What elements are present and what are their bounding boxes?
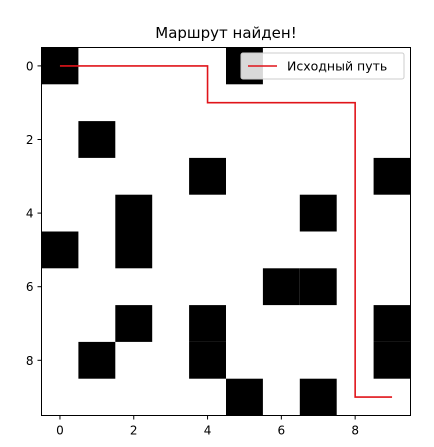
obstacle-cell <box>78 341 116 379</box>
y-tick-label: 0 <box>26 59 34 73</box>
legend-label: Исходный путь <box>287 59 387 74</box>
obstacle-cell <box>373 157 411 195</box>
x-tick-label: 2 <box>130 424 138 438</box>
obstacle-cell <box>189 341 226 379</box>
y-axis: 0 2 4 6 8 <box>26 59 42 368</box>
plot-frame <box>41 47 411 416</box>
x-tick-label: 0 <box>56 424 64 438</box>
y-tick-label: 4 <box>26 207 34 221</box>
path-layer <box>59 65 393 398</box>
obstacle-cell <box>78 121 116 158</box>
obstacle-cell <box>226 378 263 416</box>
obstacle-cell <box>115 305 153 342</box>
obstacle-cell <box>189 305 226 342</box>
obstacle-cell <box>41 231 79 269</box>
obstacle-cell <box>115 194 153 232</box>
obstacle-cell <box>373 341 411 379</box>
obstacle-cell <box>115 231 153 269</box>
x-tick-label: 4 <box>204 424 212 438</box>
obstacle-cell <box>262 268 300 306</box>
x-tick-label: 8 <box>351 424 359 438</box>
x-axis: 0 2 4 6 8 <box>56 415 359 438</box>
obstacle-cell <box>373 305 411 342</box>
obstacle-cell <box>299 268 337 306</box>
y-tick-label: 8 <box>26 354 34 368</box>
x-tick-label: 6 <box>278 424 286 438</box>
obstacle-cell <box>299 194 337 232</box>
obstacle-cell <box>299 378 337 416</box>
chart-legend: Исходный путь <box>240 52 405 80</box>
y-tick-label: 2 <box>26 133 34 147</box>
y-tick-label: 6 <box>26 280 34 294</box>
obstacle-cell <box>189 157 226 195</box>
legend-box <box>240 52 405 80</box>
chart-title: Маршрут найден! <box>155 24 296 42</box>
route-path-line <box>59 65 393 398</box>
